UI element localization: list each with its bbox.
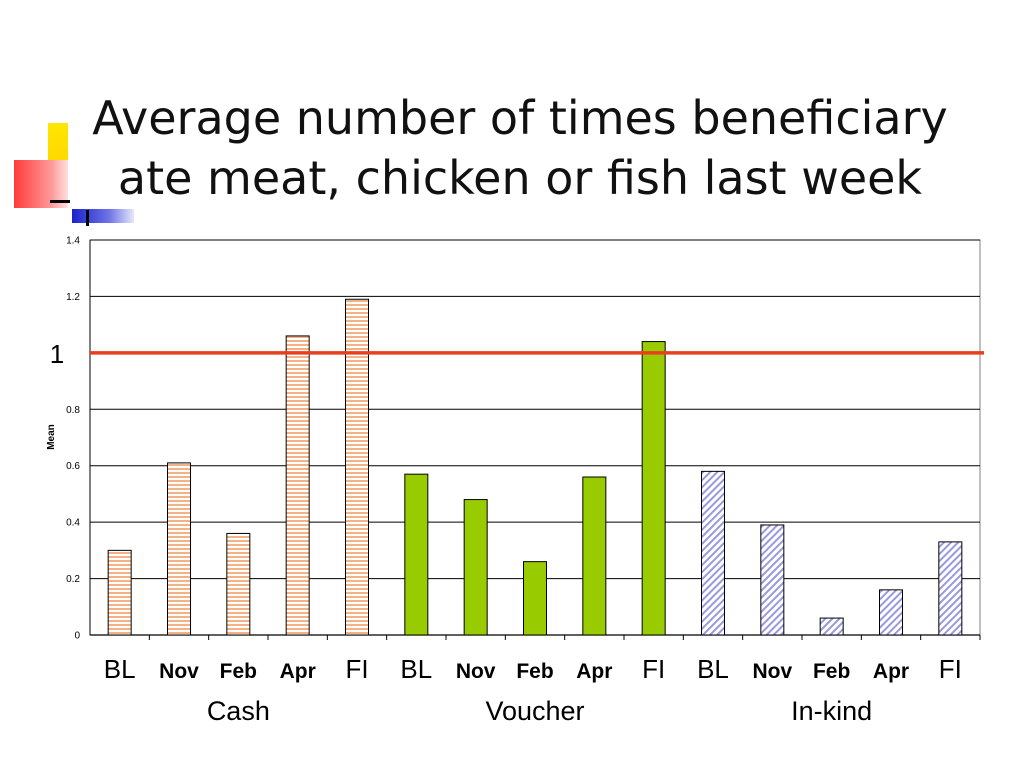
x-category-label: FI [939, 654, 962, 684]
bar [167, 462, 191, 636]
bar [760, 524, 785, 636]
x-category-label: Feb [813, 660, 850, 683]
bar [404, 473, 429, 636]
x-category-label: Feb [220, 660, 257, 683]
bar [641, 341, 666, 636]
y-tick-label: 1.4 [66, 236, 80, 247]
x-category-label: Nov [456, 660, 496, 683]
group-label: Voucher [485, 696, 584, 726]
x-category-label: Nov [159, 660, 199, 683]
bar [226, 532, 251, 636]
bar [463, 499, 488, 636]
bar [582, 476, 607, 636]
bar [879, 589, 903, 636]
x-category-label: Apr [873, 660, 909, 683]
x-category-label: BL [697, 654, 729, 684]
bar [523, 561, 547, 636]
group-label: Cash [207, 696, 270, 726]
y-tick-label: 0.8 [66, 405, 80, 416]
x-category-label: Nov [752, 660, 792, 683]
x-category-label: Feb [516, 660, 553, 683]
y-axis-title: Mean [46, 424, 57, 450]
x-category-label: Apr [576, 660, 612, 683]
x-category-label: FI [345, 654, 368, 684]
slide-title: Average number of times beneficiary ate … [70, 88, 970, 208]
bar [819, 617, 844, 636]
bar [285, 335, 310, 636]
bar [938, 541, 963, 636]
reference-line-label: 1 [50, 339, 64, 369]
title-line-2: ate meat, chicken or fish last week [117, 151, 923, 205]
x-category-label: BL [400, 654, 432, 684]
accent-dark-line [50, 200, 70, 203]
bar [701, 470, 725, 636]
title-line-1: Average number of times beneficiary [92, 91, 948, 145]
bar [345, 298, 369, 636]
y-tick-label: 1.2 [66, 292, 80, 303]
y-tick-label: 0.2 [66, 574, 80, 585]
group-label: In-kind [791, 696, 872, 726]
bar [107, 549, 132, 636]
x-category-label: BL [104, 654, 136, 684]
accent-dark-tick [86, 210, 89, 226]
y-tick-label: 0 [74, 631, 80, 642]
y-tick-label: 0.6 [66, 461, 80, 472]
x-category-label: FI [642, 654, 665, 684]
y-tick-label: 0.4 [66, 518, 80, 529]
x-category-label: Apr [280, 660, 316, 683]
